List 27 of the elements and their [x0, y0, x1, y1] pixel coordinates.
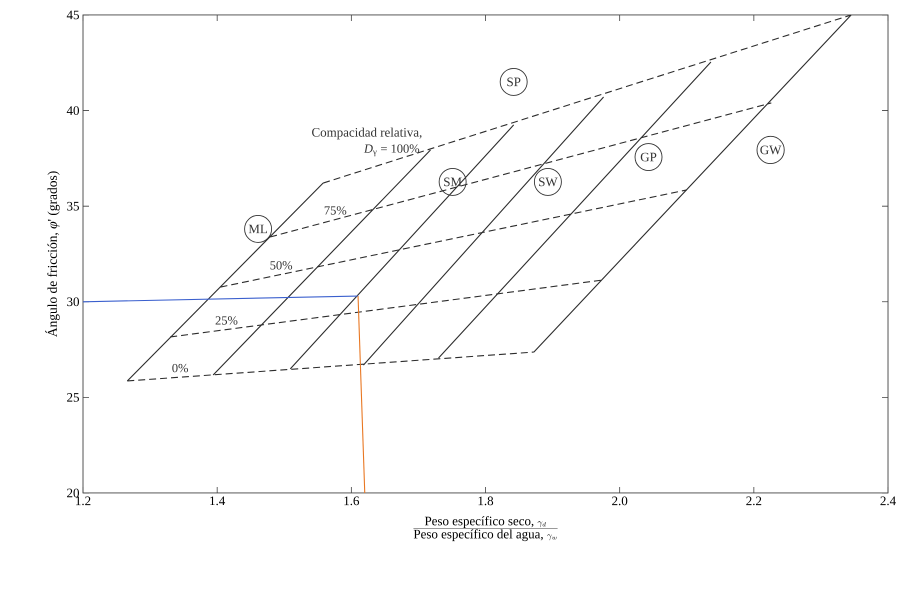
y-tick-label: 30 [67, 297, 79, 306]
annotation: SM [444, 178, 462, 186]
annotation: SP [507, 78, 520, 86]
x-axis-title: $\frac{\mbox{Peso específico seco, }\gamma_d}{\mbox{Peso específico del agua, }\gamma_w}$ [413, 516, 558, 542]
annotation: GP [640, 152, 656, 162]
series-label: 25% [216, 316, 238, 325]
y-tick-label: 40 [66, 106, 79, 115]
annotation: ML [248, 224, 268, 234]
series-label: 50% [270, 261, 292, 270]
x-tick-label: 1.6 [344, 496, 360, 506]
x-tick-label: 1.8 [478, 496, 494, 506]
x-tick-label: 2.0 [612, 496, 628, 506]
y-tick-label: 45 [66, 10, 79, 20]
annotation: Compacidad relativa, [312, 128, 422, 140]
y-tick-label: 20 [67, 488, 79, 498]
y-axis-title: Ángulo de fricción, φ' (grados) [45, 171, 60, 338]
x-tick-label: 2.4 [880, 496, 896, 506]
annotation: SW [539, 178, 558, 186]
annotation: GW [760, 146, 782, 154]
series-label: 75% [324, 206, 346, 215]
x-tick-label: 1.2 [76, 496, 90, 506]
x-tick-label: 2.2 [746, 496, 762, 506]
series-label: 0% [172, 364, 188, 372]
y-tick-label: 25 [67, 393, 79, 402]
series-label: D$_{γ}$ = 100% [364, 144, 420, 156]
x-tick-label: 1.4 [210, 496, 226, 506]
y-tick-label: 35 [67, 202, 79, 211]
